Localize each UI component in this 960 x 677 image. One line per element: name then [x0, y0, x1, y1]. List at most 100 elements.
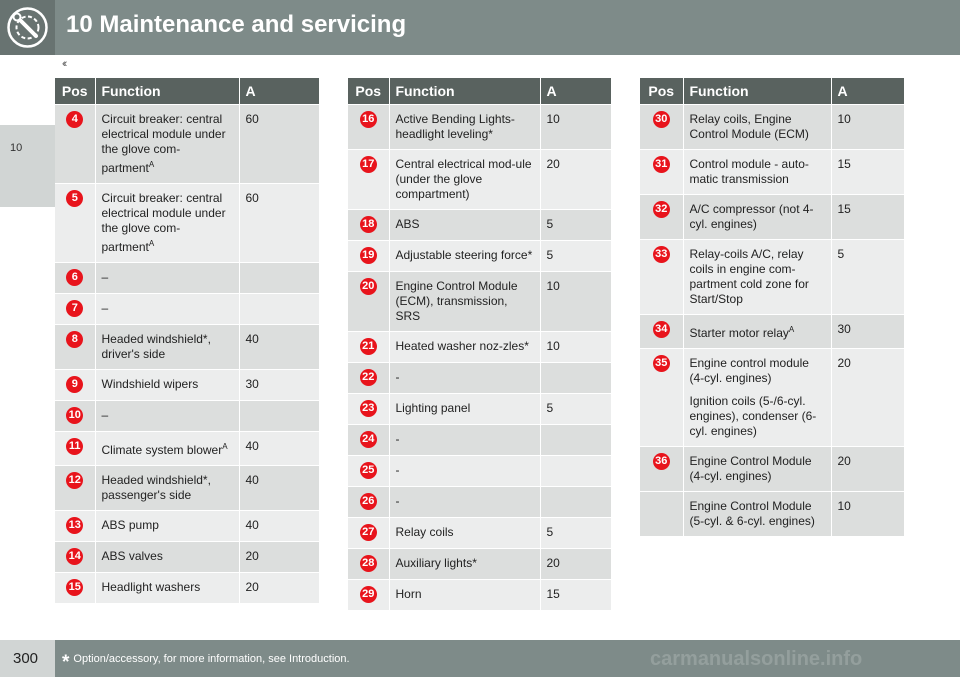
pos-cell: 10: [55, 399, 96, 431]
amp-cell: [540, 423, 611, 455]
table-row: 10 –: [55, 399, 319, 431]
table-row: 29 Horn 15: [348, 578, 611, 610]
amp-cell: 20: [239, 571, 319, 603]
function-text: -: [395, 462, 400, 477]
table-row: 26 -: [348, 485, 611, 517]
pos-cell: 4: [55, 103, 96, 183]
table-row: 36 Engine Control Module (4-cyl. engines)…: [640, 445, 904, 491]
amp-cell: 10: [831, 490, 904, 536]
function-text: Adjustable steering force*: [395, 247, 533, 262]
pos-cell: 6: [55, 261, 96, 293]
col-header-amp: A: [831, 78, 904, 104]
function-cell: A/C compressor (not 4-cyl. engines): [683, 193, 832, 239]
table-row: 24 -: [348, 423, 611, 455]
pos-cell: 17: [348, 148, 390, 209]
function-text: –: [101, 269, 109, 284]
function-cell: -: [389, 485, 541, 517]
function-text: Heated washer noz-zles*: [395, 338, 529, 353]
amp-cell: [239, 399, 319, 431]
table-row: 18 ABS 5: [348, 208, 611, 240]
watermark: carmanualsonline.info: [650, 648, 863, 670]
function-cell: –: [95, 261, 240, 293]
position-badge: 31: [652, 155, 670, 173]
pos-cell: 19: [348, 239, 390, 271]
pos-cell: 28: [348, 547, 390, 579]
previous-page-arrows[interactable]: ‹‹: [62, 58, 68, 70]
table-row: 16 Active Bending Lights-headlight leveli…: [348, 103, 611, 149]
function-text: Auxiliary lights*: [395, 555, 477, 570]
page-header: 10 Maintenance and servicing: [0, 0, 960, 55]
table-row: 7–: [55, 292, 319, 324]
position-badge: 15: [66, 578, 84, 596]
amp-cell: 15: [831, 193, 904, 239]
table-row: 8 Headed windshield*, driver's side 40: [55, 323, 319, 369]
col-header-function: Function: [389, 78, 541, 104]
position-badge: 26: [359, 492, 377, 510]
function-text: Relay-coils A/C, relay coils in engine c…: [689, 246, 809, 306]
amp-cell: 15: [831, 148, 904, 194]
col-header-pos: Pos: [55, 78, 96, 104]
amp-cell: 60: [239, 103, 319, 183]
amp-cell: 10: [540, 103, 611, 149]
function-text: Circuit breaker: central electrical modu…: [101, 111, 226, 175]
pos-cell: 30: [640, 103, 684, 149]
function-cell: Adjustable steering force*: [389, 239, 541, 271]
pos-cell: 7: [55, 292, 96, 324]
table-row: 15 Headlight washers 20: [55, 571, 319, 603]
function-text: Circuit breaker: central electrical modu…: [101, 190, 226, 254]
function-cell: Relay coils, Engine Control Module (ECM): [683, 103, 832, 149]
table-row: 6–: [55, 261, 319, 293]
function-text: A/C compressor (not 4-cyl. engines): [689, 201, 814, 231]
function-text: Engine control module (4-cyl. engines): [689, 355, 809, 385]
pos-cell: 20: [348, 270, 390, 331]
position-badge: 36: [652, 452, 670, 470]
function-text: Starter motor relay: [689, 325, 789, 340]
position-badge: 24: [359, 430, 377, 448]
position-badge: 35: [652, 354, 670, 372]
function-cell: -: [389, 361, 541, 393]
function-text: Lighting panel: [395, 400, 471, 415]
function-text: –: [101, 407, 109, 422]
footnote: * Option/accessory, for more information,…: [62, 652, 350, 674]
footnote-marker: A: [148, 238, 155, 248]
col-header-amp: A: [540, 78, 611, 104]
position-badge: 14: [66, 547, 84, 565]
table-row: 31 Control module - auto-matic transmissi…: [640, 148, 904, 194]
position-badge: 17: [359, 155, 377, 173]
position-badge: 19: [359, 246, 377, 264]
function-cell: Engine control module (4-cyl. engines) Ig…: [683, 347, 832, 446]
amp-cell: 40: [239, 464, 319, 510]
pos-cell: 34: [640, 313, 684, 348]
function-cell: -: [389, 423, 541, 455]
pos-cell: 12: [55, 464, 96, 510]
col-header-pos: Pos: [348, 78, 390, 104]
pos-cell: 11: [55, 430, 96, 465]
chapter-tab[interactable]: 10: [0, 125, 55, 207]
pos-cell: 35: [640, 347, 684, 446]
function-text: Engine Control Module (4-cyl. engines): [689, 453, 812, 483]
function-cell: Control module - auto-matic transmission: [683, 148, 832, 194]
function-cell: Engine Control Module (5-cyl. & 6-cyl. e…: [683, 490, 832, 536]
table-row: 19 Adjustable steering force* 5: [348, 239, 611, 271]
table-row: 12 Headed windshield*, passenger's side 40: [55, 464, 319, 510]
footnote-marker: A: [788, 324, 795, 334]
footnote-star: *: [62, 652, 70, 673]
fuse-table-3: Pos Function A 30 Relay coils, Engine Con…: [640, 78, 904, 536]
table-row: 11 Climate system blowerA 40: [55, 430, 319, 465]
table-row: 21 Heated washer noz-zles* 10: [348, 330, 611, 362]
table-row: 32 A/C compressor (not 4-cyl. engines) 15: [640, 193, 904, 239]
table-row: 23 Lighting panel 5: [348, 392, 611, 424]
table-row: 33 Relay-coils A/C, relay coils in engine…: [640, 238, 904, 314]
function-text: Central electrical mod-ule (under the gl…: [395, 156, 532, 201]
position-badge: 4: [66, 110, 84, 128]
function-text-secondary: Ignition coils (5-/6-cyl. engines), cond…: [689, 393, 817, 438]
pos-cell: 5: [55, 182, 96, 262]
amp-cell: 15: [540, 578, 611, 610]
function-cell: Lighting panel: [389, 392, 541, 424]
amp-cell: 20: [540, 148, 611, 209]
pos-cell: 14: [55, 540, 96, 572]
function-text: -: [395, 493, 400, 508]
amp-cell: 20: [540, 547, 611, 579]
amp-cell: 5: [540, 392, 611, 424]
amp-cell: [540, 361, 611, 393]
